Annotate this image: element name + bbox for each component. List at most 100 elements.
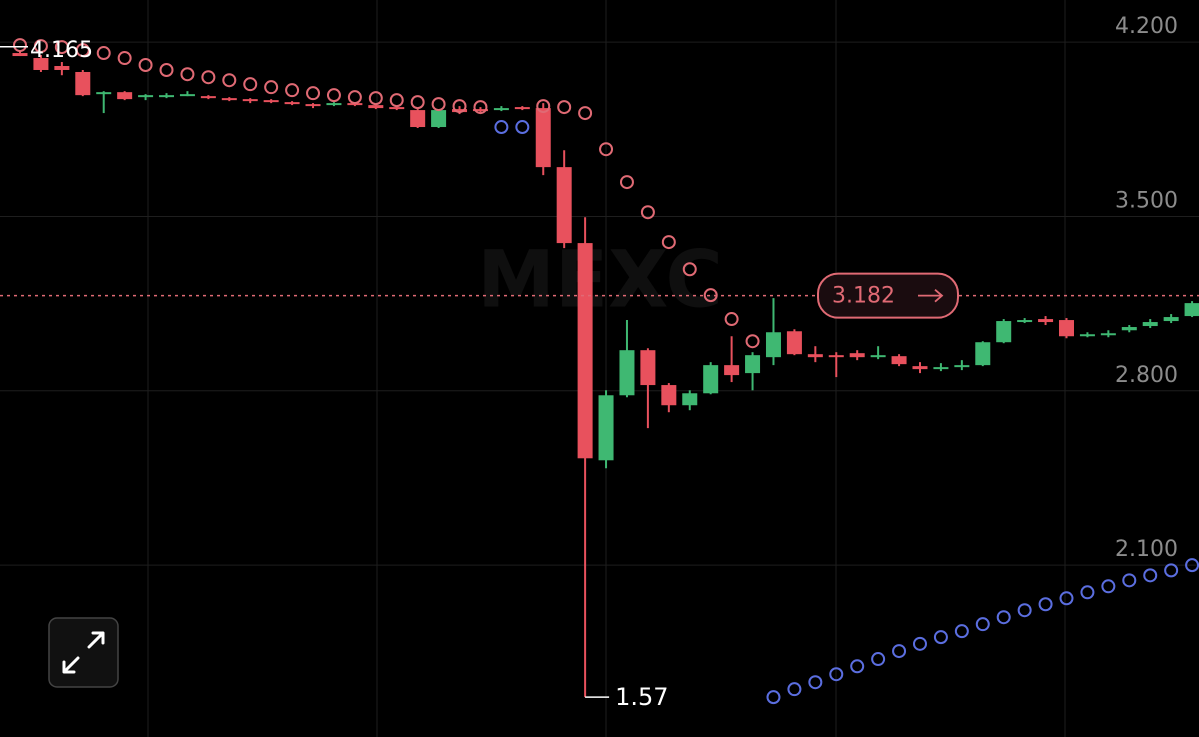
min-label: 1.57: [615, 683, 668, 711]
candle-body: [1079, 334, 1095, 337]
sar-dot: [306, 86, 321, 101]
sar-dot: [1164, 563, 1179, 578]
sar-dot: [494, 120, 509, 135]
watermark: MEXC: [477, 235, 723, 325]
candle-body: [159, 95, 175, 98]
candle-body: [996, 321, 1012, 343]
y-tick-label: 2.800: [1115, 363, 1178, 388]
sar-dot: [389, 93, 404, 108]
candle-body: [849, 353, 865, 358]
sar-dot: [808, 675, 823, 690]
candle-body: [1142, 322, 1158, 327]
sar-dot: [933, 630, 948, 645]
sar-dot: [829, 667, 844, 682]
candle-body: [452, 109, 468, 113]
sar-dot: [159, 62, 174, 77]
candle-body: [96, 92, 112, 95]
candle-body: [1121, 327, 1137, 331]
sar-dot: [1185, 558, 1199, 573]
sar-dot: [892, 644, 907, 659]
sar-dot: [180, 67, 195, 82]
last-price-label: 3.182: [832, 284, 895, 309]
sar-dot: [264, 80, 279, 95]
expand-button-frame[interactable]: [48, 617, 119, 688]
candle-body: [33, 58, 49, 70]
sar-dot: [347, 90, 362, 105]
candle-body: [389, 107, 405, 110]
sar-dot: [1059, 591, 1074, 606]
sar-dot: [1038, 597, 1053, 612]
candle-body: [577, 243, 593, 459]
sar-dot: [954, 624, 969, 639]
sar-dot: [975, 617, 990, 632]
candle-body: [870, 355, 886, 358]
sar-dot: [201, 70, 216, 85]
candle-body: [1038, 319, 1054, 323]
sar-dot: [787, 682, 802, 697]
candle-body: [242, 99, 258, 102]
sar-dot: [368, 91, 383, 106]
sar-dot: [578, 106, 593, 121]
sar-dot: [766, 690, 781, 705]
max-label: 4.165: [30, 38, 93, 63]
sar-dot: [1080, 585, 1095, 600]
candle-body: [933, 367, 949, 370]
sar-dot: [996, 610, 1011, 625]
candle-body: [765, 332, 781, 358]
sar-dot: [473, 100, 488, 115]
sar-dot: [1143, 568, 1158, 583]
candle-body: [1017, 320, 1033, 323]
candle-body: [1100, 333, 1116, 336]
sar-dot: [13, 38, 27, 53]
candle-body: [1163, 317, 1179, 322]
candle-body: [912, 366, 928, 370]
candle-body: [1059, 320, 1074, 337]
sar-dot: [661, 235, 676, 250]
candle-body: [493, 108, 509, 111]
sar-dot: [222, 73, 237, 88]
candle-body: [431, 110, 447, 128]
expand-icon[interactable]: [62, 631, 105, 674]
sar-dot: [452, 99, 467, 114]
sar-dot: [599, 142, 614, 157]
y-tick-label: 4.200: [1115, 14, 1178, 39]
candle-body: [954, 365, 970, 368]
sar-dot: [138, 58, 153, 73]
candle-body: [975, 342, 991, 366]
candle-body: [117, 92, 133, 100]
y-tick-label: 3.500: [1115, 188, 1178, 213]
sar-dot: [54, 40, 69, 55]
candle-body: [305, 104, 321, 107]
sar-dot: [912, 636, 927, 651]
candle-body: [535, 108, 551, 168]
candle-body: [556, 167, 572, 244]
vertical-grid: [147, 0, 1066, 737]
candle-body: [326, 103, 342, 106]
sar-dot: [1017, 603, 1032, 618]
candle-body: [598, 395, 614, 461]
sar-dot: [431, 97, 446, 112]
expand-button[interactable]: [48, 617, 119, 688]
sar-dot: [850, 659, 865, 674]
sar-dot: [515, 120, 530, 135]
sar-dot: [96, 46, 111, 61]
sar-dot: [724, 312, 739, 327]
candle-body: [891, 356, 907, 365]
sar-dot: [326, 88, 341, 103]
candle-body: [640, 350, 656, 386]
candle-body: [179, 94, 195, 97]
sar-dot: [285, 83, 300, 98]
candle-body: [284, 102, 300, 105]
plot: 2.100 2.800 3.500 4.200 3.182 4.165 1.57: [0, 14, 1199, 711]
sar-dot: [33, 39, 48, 54]
sar-dot: [745, 334, 760, 349]
sar-dot: [1101, 579, 1116, 594]
candle-body: [619, 350, 635, 396]
sar-dot: [557, 100, 572, 115]
sar-dot: [1122, 573, 1137, 588]
candle-body: [472, 109, 488, 112]
sar-dot: [117, 51, 132, 66]
candle-body: [745, 355, 761, 374]
